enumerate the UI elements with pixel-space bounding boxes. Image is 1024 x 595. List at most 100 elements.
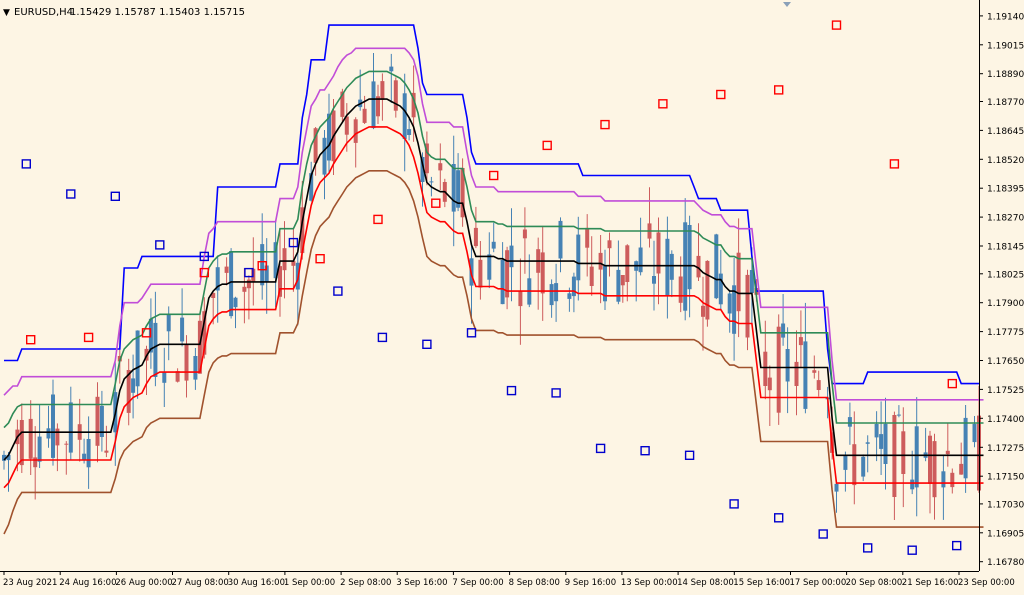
channel-line-3: [3, 70, 984, 429]
lower-breakout-marker: [333, 286, 343, 296]
candle-body: [37, 436, 42, 462]
candle-body: [852, 444, 857, 486]
candle-body: [309, 173, 314, 201]
lower-breakout-marker: [66, 189, 76, 199]
candle-body: [344, 116, 349, 135]
candle-body: [834, 483, 839, 492]
candle-body: [291, 260, 296, 266]
y-tick-label: 1.18770: [987, 98, 1024, 108]
candle-body: [95, 396, 100, 446]
candle-body: [362, 108, 367, 123]
lower-breakout-marker: [640, 446, 650, 456]
x-tick-label: 30 Aug 16:00: [228, 578, 285, 588]
candle-body: [736, 252, 741, 312]
x-tick-label: 2 Sep 08:00: [340, 578, 391, 588]
candle-body: [327, 113, 331, 161]
candle-body: [861, 456, 866, 477]
y-tick-label: 1.18890: [987, 70, 1024, 80]
candle-body: [28, 418, 33, 459]
channel-line-2: [3, 47, 984, 401]
candle-body: [104, 450, 109, 453]
candle-body: [776, 326, 781, 413]
y-tick-label: 1.17150: [987, 473, 1024, 483]
candle-body: [246, 279, 251, 289]
y-tick-label: 1.17030: [987, 500, 1024, 510]
upper-breakout-marker: [947, 378, 957, 389]
candle-body: [718, 273, 723, 305]
lower-breakout-marker: [551, 388, 561, 398]
candle-body: [896, 414, 901, 416]
candle-body: [910, 479, 915, 490]
lower-breakout-marker: [110, 191, 121, 202]
candle-body: [607, 240, 612, 249]
chart-header: ▼ EURUSD,H4 1.15429 1.15787 1.15403 1.15…: [3, 7, 245, 18]
candle-body: [945, 450, 950, 455]
candle-body: [64, 443, 69, 445]
y-tick-label: 1.17400: [987, 415, 1024, 425]
candle-body: [233, 297, 238, 308]
candle-body: [162, 372, 167, 383]
candle-body: [972, 423, 977, 443]
x-tick-label: 26 Aug 00:00: [115, 578, 172, 588]
upper-breakout-marker: [600, 119, 610, 130]
candle-body: [620, 275, 625, 286]
candle-body: [229, 251, 234, 317]
upper-breakout-marker: [716, 89, 726, 100]
candle-body: [665, 238, 670, 296]
candle-body: [714, 234, 719, 299]
candle-body: [763, 351, 768, 386]
candle-body: [767, 377, 772, 391]
candle-body: [429, 181, 434, 183]
upper-breakout-marker: [83, 332, 94, 343]
candle-body: [393, 80, 398, 111]
y-tick-label: 1.17275: [987, 444, 1024, 454]
candle-body: [175, 371, 180, 382]
channel-line-6: [3, 170, 984, 535]
candle-body: [473, 227, 478, 247]
x-tick-label: 9 Sep 16:00: [565, 578, 616, 588]
y-tick-label: 1.17900: [987, 299, 1024, 309]
candle-body: [380, 81, 385, 100]
upper-breakout-marker: [141, 328, 152, 338]
x-tick-label: 24 Aug 16:00: [59, 578, 116, 588]
candle-body: [785, 349, 790, 382]
x-tick-label: 21 Sep 16:00: [902, 578, 959, 588]
candle-body: [678, 276, 683, 303]
candle-body: [598, 252, 603, 270]
candle-body: [558, 220, 563, 259]
candle-body: [616, 269, 621, 302]
candle-body: [701, 305, 705, 317]
candle-body: [732, 285, 737, 334]
header-triangle-icon[interactable]: ▼: [3, 8, 10, 18]
candle-body: [46, 428, 51, 439]
scroll-marker-icon[interactable]: [783, 2, 791, 7]
candle-body: [478, 259, 483, 288]
lower-breakout-marker: [155, 240, 165, 250]
candle-body: [282, 248, 287, 271]
candle-body: [603, 266, 607, 302]
x-tick-label: 20 Sep 08:00: [846, 578, 903, 588]
x-tick-label: 8 Sep 08:00: [509, 578, 560, 588]
candle-body: [353, 119, 358, 143]
candle-body: [402, 93, 407, 140]
markers-group: [21, 20, 962, 555]
candle-body: [371, 81, 376, 129]
x-tick-label: 23 Aug 2021: [3, 578, 57, 588]
candle-body: [794, 361, 799, 386]
channel-lines-group: [3, 24, 984, 535]
candle-body: [340, 91, 345, 117]
candle-body: [82, 453, 87, 461]
candle-body: [571, 276, 576, 297]
upper-breakout-marker: [431, 198, 441, 208]
channel-line-1: [4, 24, 979, 385]
candle-body: [86, 439, 91, 468]
lower-breakout-marker: [21, 159, 31, 169]
x-tick-label: 15 Sep 16:00: [733, 578, 790, 588]
candle-body: [727, 293, 732, 314]
upper-breakout-marker: [315, 253, 325, 264]
lower-breakout-marker: [422, 339, 432, 349]
lower-breakout-marker: [377, 332, 388, 343]
upper-breakout-marker: [199, 267, 210, 278]
candle-body: [193, 356, 198, 380]
